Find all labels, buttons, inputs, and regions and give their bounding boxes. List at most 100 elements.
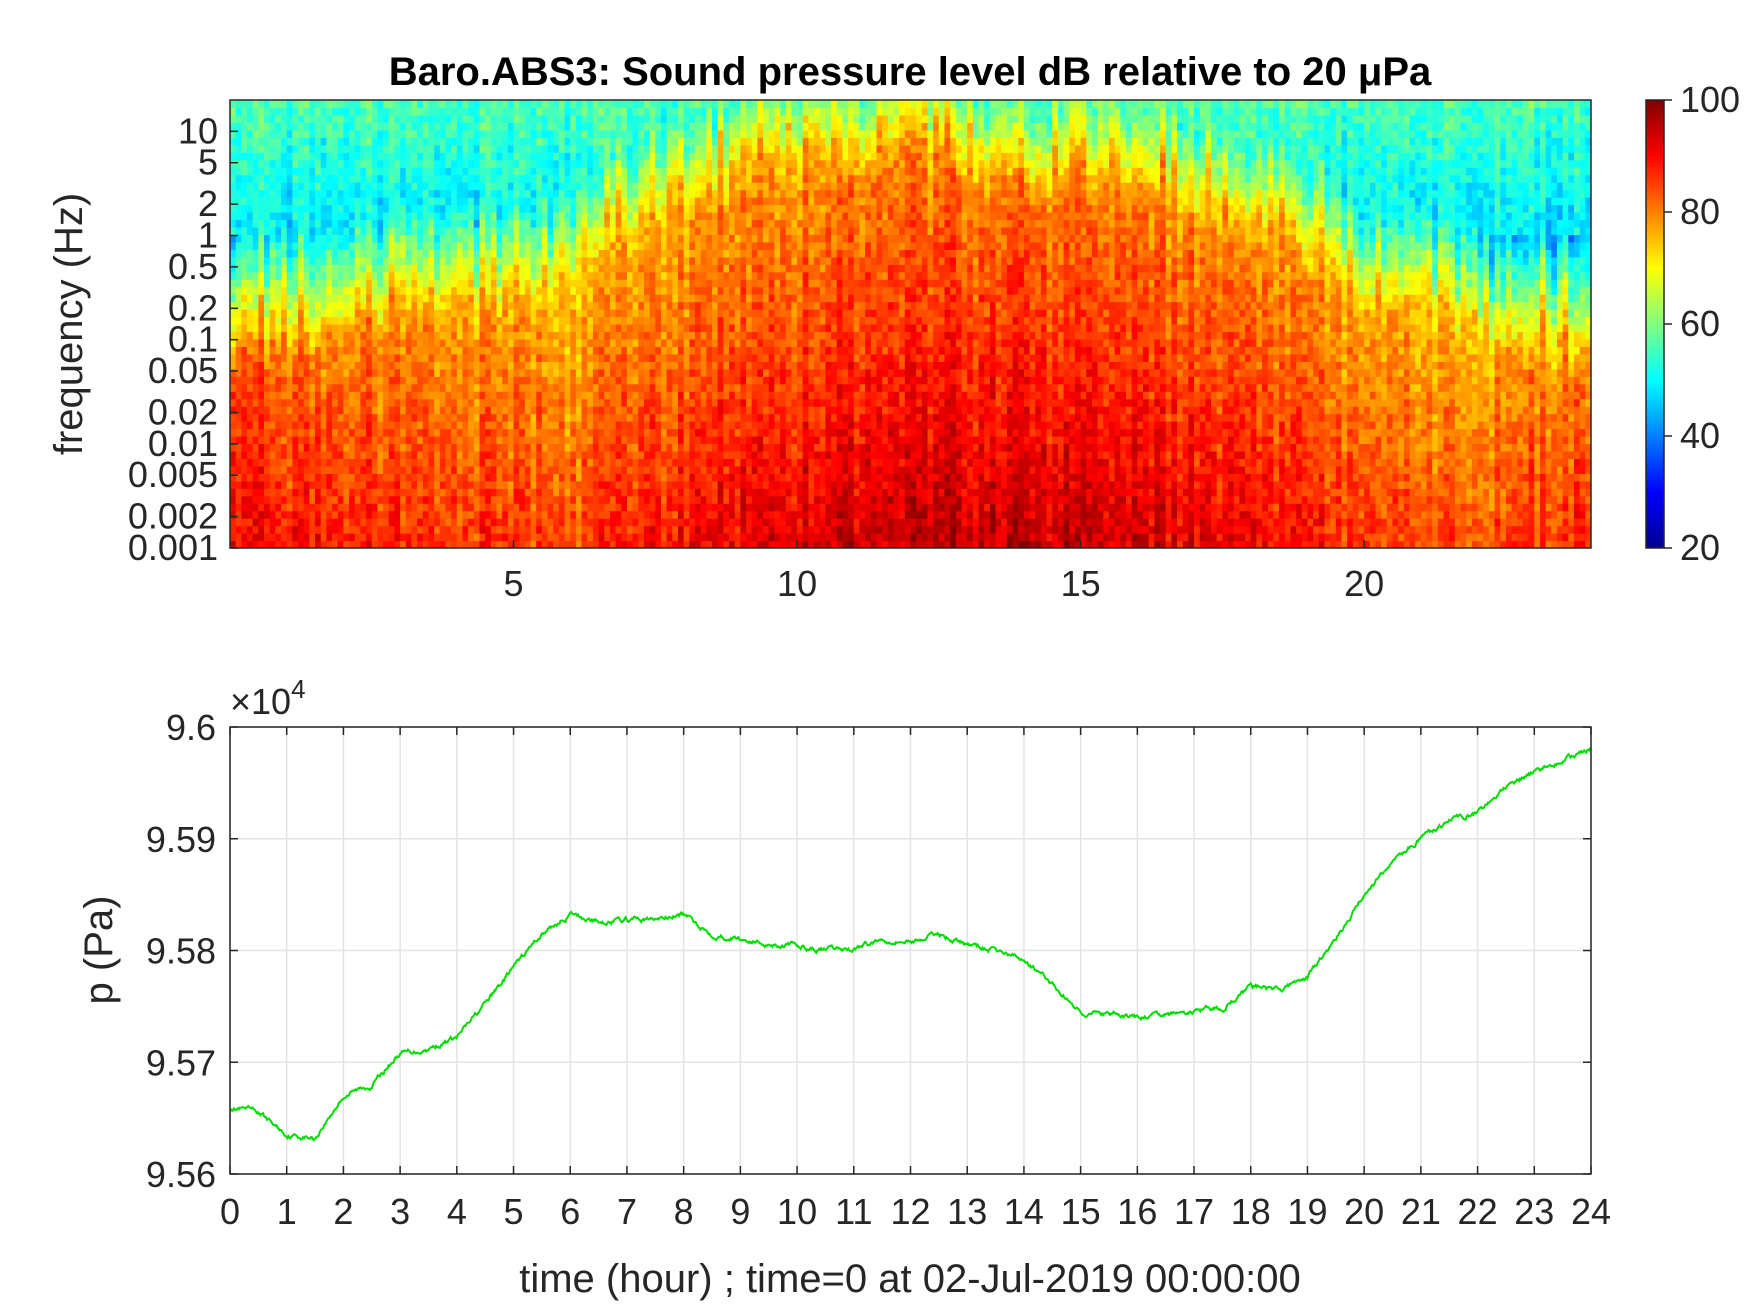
spectrogram-cell bbox=[360, 264, 367, 273]
spectrogram-cell bbox=[672, 503, 679, 512]
spectrogram-cell bbox=[638, 376, 645, 385]
spectrogram-cell bbox=[581, 361, 588, 370]
spectrogram-cell bbox=[490, 226, 498, 235]
spectrogram-cell bbox=[235, 279, 242, 288]
spectrogram-cell bbox=[632, 368, 639, 377]
spectrogram-cell bbox=[366, 301, 373, 310]
spectrogram-cell bbox=[615, 144, 622, 153]
spectrogram-cell bbox=[581, 212, 588, 221]
spectrogram-cell bbox=[524, 503, 532, 512]
spectrogram-cell bbox=[320, 331, 327, 340]
spectrogram-cell bbox=[422, 234, 430, 243]
spectrogram-cell bbox=[456, 286, 464, 295]
spectrogram-cell bbox=[417, 480, 424, 489]
spectrogram-cell bbox=[660, 279, 668, 288]
spectrogram-cell bbox=[689, 324, 696, 333]
spectrogram-cell bbox=[547, 114, 554, 123]
spectrogram-cell bbox=[530, 286, 537, 295]
spectrogram-cell bbox=[360, 137, 367, 146]
spectrogram-cell bbox=[615, 488, 622, 497]
spectrogram-cell bbox=[513, 383, 520, 392]
spectrogram-cell bbox=[230, 309, 237, 318]
spectrogram-cell bbox=[570, 495, 577, 504]
spectrogram-cell bbox=[598, 212, 605, 221]
spectrogram-cell bbox=[275, 316, 282, 325]
spectrogram-cell bbox=[462, 256, 469, 265]
spectrogram-cell bbox=[638, 338, 645, 347]
spectrogram-cell bbox=[485, 413, 492, 422]
spectrogram-cell bbox=[695, 182, 702, 191]
spectrogram-cell bbox=[366, 212, 373, 221]
spectrogram-cell bbox=[496, 241, 503, 250]
spectrogram-cell bbox=[434, 159, 441, 168]
spectrogram-cell bbox=[553, 159, 560, 168]
spectrogram-cell bbox=[388, 174, 396, 183]
spectrogram-cell bbox=[649, 510, 656, 519]
spectrogram-cell bbox=[558, 428, 566, 437]
spectrogram-cell bbox=[332, 450, 339, 459]
spectrogram-cell bbox=[349, 480, 356, 489]
spectrogram-cell bbox=[286, 144, 293, 153]
spectrogram-cell bbox=[660, 271, 668, 280]
spectrogram-cell bbox=[558, 458, 566, 467]
spectrogram-cell bbox=[252, 249, 259, 258]
spectrogram-cell bbox=[564, 234, 571, 243]
spectrogram-cell bbox=[411, 309, 418, 318]
spectrogram-cell bbox=[621, 421, 628, 430]
spectrogram-cell bbox=[315, 197, 322, 206]
spectrogram-cell bbox=[235, 286, 242, 295]
spectrogram-cell bbox=[371, 465, 379, 474]
spectrogram-cell bbox=[388, 488, 396, 497]
spectrogram-cell bbox=[405, 525, 413, 534]
spectrogram-cell bbox=[388, 510, 396, 519]
spectrogram-cell bbox=[292, 316, 299, 325]
spectrogram-cell bbox=[700, 510, 707, 519]
spectrogram-cell bbox=[575, 383, 583, 392]
spectrogram-cell bbox=[360, 421, 367, 430]
spectrogram-cell bbox=[230, 540, 237, 548]
spectrogram-cell bbox=[564, 443, 571, 452]
spectrogram-cell bbox=[615, 204, 622, 213]
spectrogram-cell bbox=[411, 421, 418, 430]
spectrogram-cell bbox=[462, 271, 469, 280]
spectrogram-cell bbox=[689, 226, 696, 235]
spectrogram-cell bbox=[666, 533, 673, 542]
spectrogram-cell bbox=[643, 465, 651, 474]
spectrogram-cell bbox=[247, 212, 254, 221]
spectrogram-cell bbox=[536, 436, 543, 445]
spectrogram-cell bbox=[519, 510, 526, 519]
spectrogram-cell bbox=[649, 368, 656, 377]
spectrogram-cell bbox=[371, 114, 379, 123]
spectrogram-cell bbox=[695, 144, 702, 153]
spectrogram-cell bbox=[496, 100, 503, 109]
spectrogram-cell bbox=[592, 368, 600, 377]
spectrogram-cell bbox=[377, 226, 384, 235]
spectrogram-cell bbox=[553, 353, 560, 362]
spectrogram-cell bbox=[598, 197, 605, 206]
spectrogram-cell bbox=[354, 204, 362, 213]
spectrogram-cell bbox=[332, 413, 339, 422]
spectrogram-cell bbox=[275, 436, 282, 445]
spectrogram-cell bbox=[388, 204, 396, 213]
spectrogram-cell bbox=[332, 428, 339, 437]
spectrogram-cell bbox=[264, 316, 271, 325]
spectrogram-cell bbox=[615, 533, 622, 542]
spectrogram-cell bbox=[592, 316, 600, 325]
spectrogram-cell bbox=[655, 114, 662, 123]
spectrogram-cell bbox=[456, 122, 464, 131]
spectrogram-cell bbox=[366, 406, 373, 415]
spectrogram-cell bbox=[615, 361, 622, 370]
spectrogram-cell bbox=[666, 338, 673, 347]
spectrogram-cell bbox=[519, 197, 526, 206]
spectrogram-cell bbox=[320, 294, 327, 303]
spectrogram-cell bbox=[298, 301, 305, 310]
spectrogram-cell bbox=[592, 458, 600, 467]
spectrogram-cell bbox=[621, 197, 628, 206]
spectrogram-cell bbox=[303, 212, 310, 221]
spectrogram-cell bbox=[269, 107, 276, 116]
spectrogram-cell bbox=[326, 510, 333, 519]
spectrogram-cell bbox=[507, 428, 515, 437]
spectrogram-cell bbox=[558, 271, 566, 280]
spectrogram-cell bbox=[530, 465, 537, 474]
spectrogram-cell bbox=[371, 294, 379, 303]
